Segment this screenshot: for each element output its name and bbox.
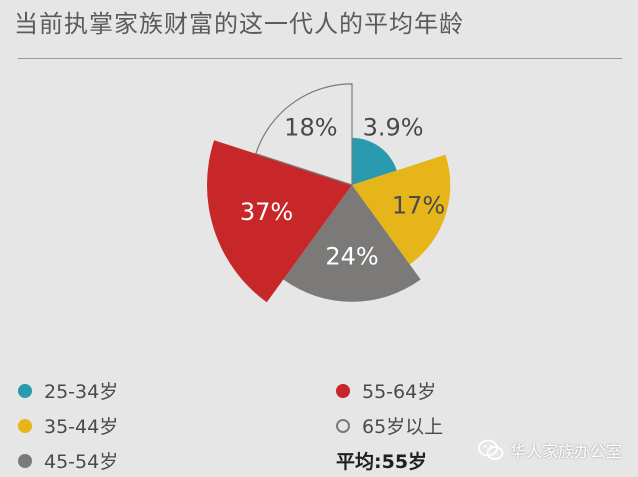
- chart-title: 当前执掌家族财富的这一代人的平均年龄: [14, 10, 464, 38]
- slice-label-65岁以上: 18%: [284, 113, 337, 141]
- legend-item-65-plus: 65岁以上: [336, 412, 443, 439]
- legend-swatch-55-64: [336, 383, 350, 398]
- slice-label-55-64岁: 37%: [240, 198, 293, 226]
- legend-swatch-65-plus: [336, 418, 350, 433]
- legend-item-55-64: 55-64岁: [336, 377, 436, 404]
- slice-label-25-34岁: 3.9%: [363, 113, 424, 141]
- legend-label-45-54: 45-54岁: [44, 451, 119, 473]
- legend-label-35-44: 35-44岁: [44, 416, 119, 438]
- legend-item-45-54: 45-54岁: [18, 447, 118, 474]
- watermark: 华人家族办公室: [478, 438, 622, 462]
- wechat-icon: [478, 439, 504, 460]
- legend-swatch-45-54: [18, 453, 32, 468]
- legend-label-55-64: 55-64岁: [362, 381, 437, 403]
- legend-label-25-34: 25-34岁: [44, 381, 119, 403]
- pie-slice-45-54岁: [283, 185, 421, 302]
- legend-item-35-44: 35-44岁: [18, 412, 118, 439]
- pie-slice-55-64岁: [207, 140, 352, 303]
- slice-label-35-44岁: 17%: [392, 192, 445, 220]
- title-divider: [18, 58, 622, 59]
- legend-swatch-25-34: [18, 383, 32, 398]
- legend-label-65-plus: 65岁以上: [362, 416, 444, 438]
- pie-slice-35-44岁: [352, 154, 451, 265]
- legend-swatch-35-44: [18, 418, 32, 433]
- slice-label-45-54岁: 24%: [325, 242, 378, 270]
- pie-slice-65岁以上: [255, 83, 353, 186]
- pie-slice-25-34岁: [352, 137, 397, 185]
- watermark-text: 华人家族办公室: [510, 442, 623, 461]
- average-age: 平均:55岁: [336, 451, 428, 473]
- legend-item-25-34: 25-34岁: [18, 377, 118, 404]
